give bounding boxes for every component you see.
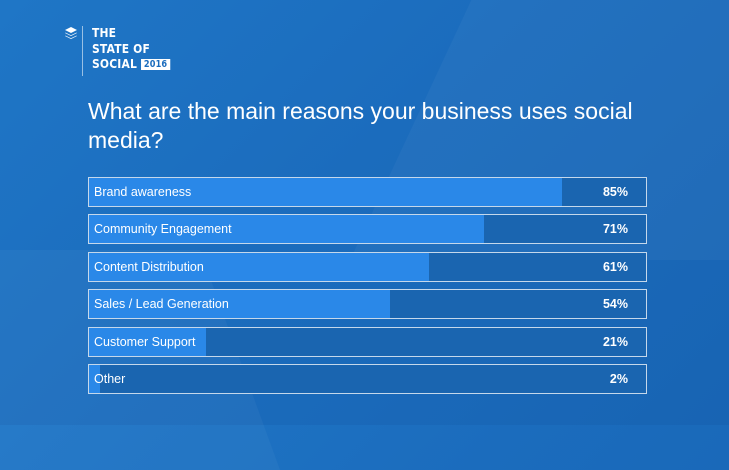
value-label: 21% bbox=[602, 334, 628, 349]
category-label: Other bbox=[94, 372, 126, 386]
bar bbox=[89, 215, 485, 244]
brand-title-line: STATE OF bbox=[92, 40, 151, 56]
brand-title-line: SOCIAL bbox=[92, 56, 137, 71]
value-label: 2% bbox=[609, 372, 628, 386]
value-label: 85% bbox=[602, 185, 628, 199]
brand-logo bbox=[64, 24, 184, 78]
bar-row: Community Engagement 71% bbox=[88, 214, 647, 245]
bar-row: Content Distribution 61% bbox=[88, 251, 647, 282]
layers-icon bbox=[64, 26, 78, 40]
bar bbox=[89, 327, 206, 356]
year-badge: 2016 bbox=[141, 59, 170, 70]
bar-row: Brand awareness 85% bbox=[88, 177, 647, 207]
bar-row: Customer Support 21% bbox=[88, 326, 647, 357]
category-label: Content Distribution bbox=[94, 259, 204, 274]
bar bbox=[89, 365, 101, 393]
category-label: Brand awareness bbox=[94, 185, 192, 199]
bar bbox=[89, 252, 429, 281]
value-label: 61% bbox=[602, 259, 628, 274]
bar-chart: Brand awareness 85% Community Engagement 71… bbox=[88, 177, 647, 397]
bar bbox=[89, 178, 563, 206]
brand-title-line: THE bbox=[92, 25, 117, 40]
value-label: 54% bbox=[602, 297, 628, 312]
survey-question: What are the main reasons your business … bbox=[88, 98, 633, 153]
brand-title: THE STATE OF SOCIAL 2016 bbox=[92, 25, 170, 72]
bar-row: Other 2% bbox=[88, 364, 647, 394]
logo-divider bbox=[82, 26, 83, 76]
bar bbox=[89, 290, 390, 319]
category-label: Customer Support bbox=[94, 334, 196, 349]
category-label: Community Engagement bbox=[94, 222, 232, 237]
category-label: Sales / Lead Generation bbox=[94, 297, 229, 312]
bar-row: Sales / Lead Generation 54% bbox=[88, 289, 647, 320]
value-label: 71% bbox=[602, 222, 628, 237]
